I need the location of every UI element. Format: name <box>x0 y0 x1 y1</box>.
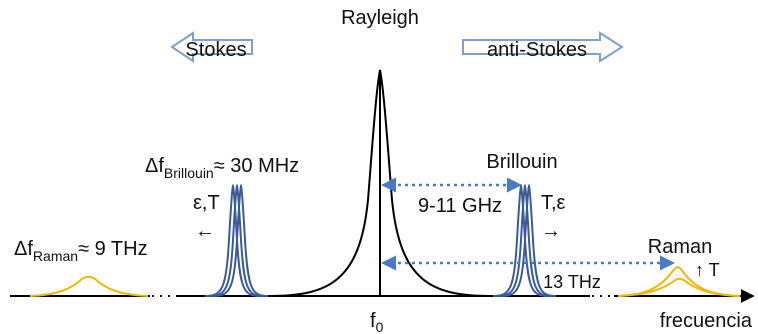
delta-f-raman: ΔfRaman≈ 9 THz <box>14 238 148 264</box>
anti-stokes-label: anti-Stokes <box>487 39 587 61</box>
raman-peaks-right <box>617 266 741 297</box>
axis-label: frecuencia <box>660 310 753 332</box>
raman-t-label: ↑ T <box>695 260 720 280</box>
delta-f-brillouin-prefix: Δf <box>145 155 164 177</box>
stokes-label: Stokes <box>185 39 246 61</box>
rayleigh-label: Rayleigh <box>341 7 419 29</box>
delta-f-raman-value: ≈ 9 THz <box>78 238 148 260</box>
delta-f-brillouin: ΔfBrillouin≈ 30 MHz <box>145 155 299 181</box>
f0-sub: 0 <box>376 319 384 334</box>
block-arrow-left-icon <box>170 31 253 63</box>
delta-f-raman-sub: Raman <box>33 248 78 264</box>
brillouin-gap-label: 9-11 GHz <box>418 195 502 217</box>
t-eps-right-label: T,ε <box>541 192 566 214</box>
delta-f-brillouin-sub: Brillouin <box>164 165 214 181</box>
f0-label: f0 <box>370 310 384 334</box>
right-shift-arrow-icon: → <box>541 220 561 242</box>
brillouin-label: Brillouin <box>486 151 557 173</box>
eps-t-left-label: ε,T <box>193 192 220 214</box>
delta-f-brillouin-value: ≈ 30 MHz <box>214 155 299 177</box>
left-shift-arrow-icon: ← <box>195 220 215 242</box>
raman-peak-left <box>29 275 149 297</box>
delta-f-raman-prefix: Δf <box>14 238 33 260</box>
raman-gap-label: 13 THz <box>543 272 601 292</box>
f0-main: f <box>370 310 376 332</box>
raman-label: Raman <box>648 236 712 258</box>
brillouin-peaks-left <box>204 183 269 297</box>
block-arrow-right-icon <box>462 31 624 63</box>
